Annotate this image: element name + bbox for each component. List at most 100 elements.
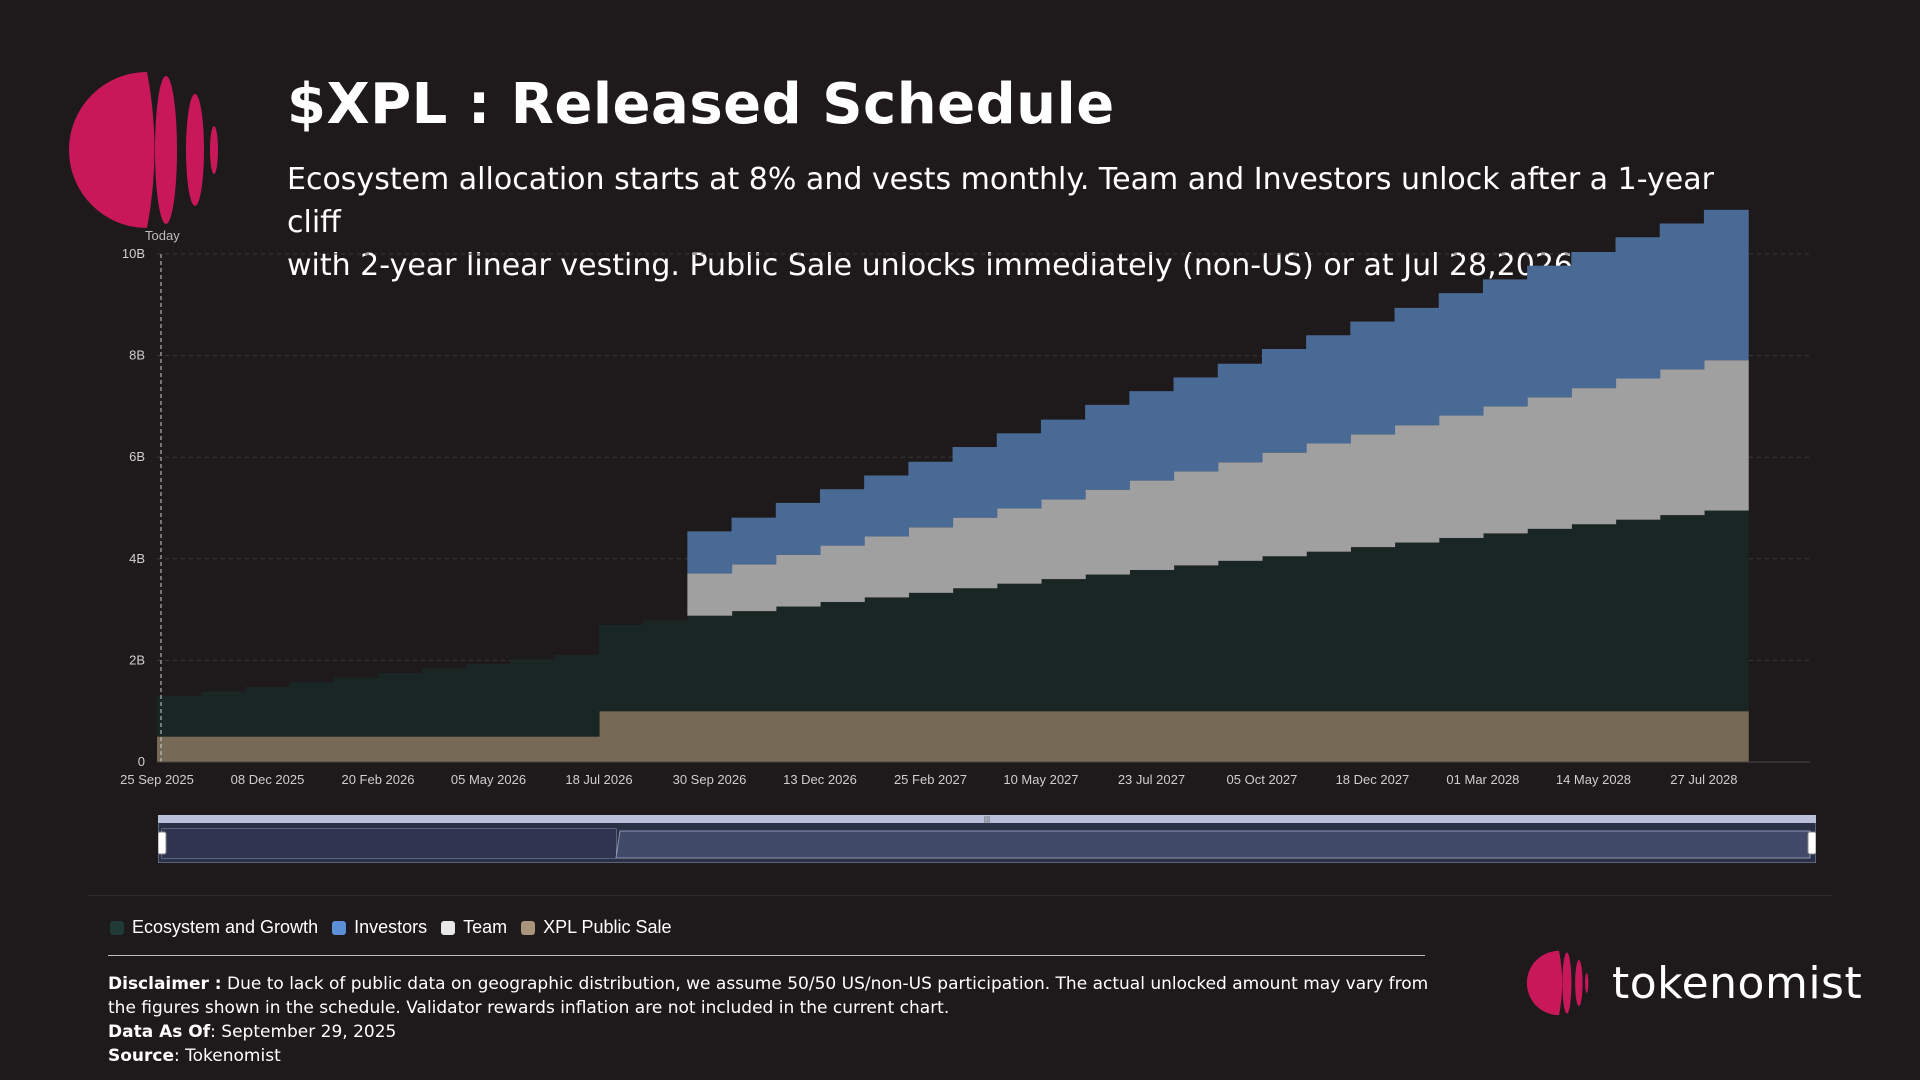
area-step-xpl-public-sale	[422, 736, 467, 762]
area-step-xpl-public-sale	[1217, 711, 1263, 762]
legend-item-investors[interactable]: Investors	[332, 917, 427, 938]
disclaimer: Disclaimer : Due to lack of public data …	[108, 972, 1438, 1020]
area-step-team	[819, 545, 865, 602]
legend-label-ecosystem: Ecosystem and Growth	[132, 917, 319, 937]
area-step-ecosystem-and-growth	[1438, 537, 1484, 712]
area-step-ecosystem-and-growth	[157, 695, 202, 737]
area-step-xpl-public-sale	[1261, 711, 1307, 762]
area-step-xpl-public-sale	[466, 736, 512, 762]
range-navigator[interactable]: |||	[158, 815, 1816, 863]
area-step-team	[864, 536, 909, 598]
area-step-team	[996, 508, 1042, 584]
area-step-ecosystem-and-growth	[1040, 579, 1086, 712]
tokenomist-brand-icon	[1526, 950, 1589, 1016]
navigator-scrollbar[interactable]	[158, 815, 1816, 823]
x-tick-label: 25 Sep 2025	[120, 772, 194, 787]
legend-label-investors: Investors	[354, 917, 428, 937]
area-step-team	[1527, 397, 1572, 529]
area-step-team	[1261, 452, 1307, 557]
area-step-ecosystem-and-growth	[1527, 528, 1572, 712]
area-step-team	[1703, 360, 1749, 511]
area-step-ecosystem-and-growth	[1394, 542, 1440, 712]
area-step-xpl-public-sale	[643, 711, 688, 762]
area-step-xpl-public-sale	[157, 736, 202, 762]
x-tick-label: 14 May 2028	[1556, 772, 1631, 787]
legend-label-public-sale: XPL Public Sale	[543, 917, 672, 937]
area-step-ecosystem-and-growth	[554, 654, 600, 737]
axis-layer: 0 2B 4B 6B 8B 10B 25 Sep 2025 08 Dec 2025 20 Feb…	[120, 246, 1810, 787]
x-tick-label: 25 Feb 2027	[894, 772, 967, 787]
y-tick-label: 4B	[129, 551, 145, 566]
area-step-ecosystem-and-growth	[908, 592, 954, 712]
area-step-xpl-public-sale	[864, 711, 909, 762]
y-tick-label: 6B	[129, 449, 145, 464]
area-step-xpl-public-sale	[1306, 711, 1351, 762]
area-step-team	[687, 573, 733, 616]
x-tick-label: 08 Dec 2025	[231, 772, 305, 787]
area-step-ecosystem-and-growth	[333, 677, 379, 737]
area-step-team	[908, 527, 954, 593]
navigator-left-handle[interactable]	[158, 831, 167, 855]
legend-item-team[interactable]: Team	[441, 917, 507, 938]
x-tick-label: 05 May 2026	[451, 772, 526, 787]
page-subtitle: Ecosystem allocation starts at 8% and ve…	[287, 158, 1757, 287]
area-step-investors	[864, 475, 909, 537]
area-step-investors	[1129, 391, 1175, 481]
area-step-team	[1040, 499, 1086, 580]
area-step-team	[775, 554, 821, 607]
area-step-xpl-public-sale	[1394, 711, 1440, 762]
x-tick-label: 23 Jul 2027	[1118, 772, 1185, 787]
y-tick-label: 0	[138, 754, 145, 769]
area-step-xpl-public-sale	[1571, 711, 1617, 762]
legend-item-public-sale[interactable]: XPL Public Sale	[521, 917, 672, 938]
navigator-right-handle[interactable]	[1807, 831, 1816, 855]
area-step-ecosystem-and-growth	[1571, 524, 1617, 712]
area-step-xpl-public-sale	[554, 736, 600, 762]
area-step-team	[1659, 369, 1705, 516]
legend-swatch-public-sale	[521, 920, 536, 935]
x-tick-label: 30 Sep 2026	[673, 772, 747, 787]
area-step-team	[1306, 443, 1351, 552]
area-step-ecosystem-and-growth	[1615, 519, 1661, 712]
area-step-ecosystem-and-growth	[643, 620, 688, 712]
area-step-investors	[1438, 293, 1484, 416]
area-step-investors	[1306, 335, 1351, 444]
area-step-xpl-public-sale	[996, 711, 1042, 762]
area-step-xpl-public-sale	[1040, 711, 1086, 762]
area-step-xpl-public-sale	[687, 711, 733, 762]
area-step-investors	[1261, 348, 1307, 453]
area-step-investors	[1085, 404, 1130, 490]
area-step-ecosystem-and-growth	[1350, 547, 1396, 712]
area-step-team	[1217, 462, 1263, 561]
area-step-xpl-public-sale	[1482, 711, 1528, 762]
area-step-ecosystem-and-growth	[819, 601, 865, 712]
area-step-team	[1482, 406, 1528, 534]
area-layer	[157, 209, 1749, 762]
area-step-ecosystem-and-growth	[1659, 515, 1705, 712]
y-tick-label: 10B	[122, 246, 145, 261]
area-step-investors	[1571, 251, 1617, 389]
source-label: Source	[108, 1046, 175, 1066]
brand-block: tokenomist	[1524, 950, 1862, 1016]
area-step-team	[952, 517, 998, 589]
legend-item-ecosystem[interactable]: Ecosystem and Growth	[110, 917, 318, 938]
x-tick-label: 27 Jul 2028	[1670, 772, 1737, 787]
area-step-xpl-public-sale	[1129, 711, 1175, 762]
area-step-ecosystem-and-growth	[1306, 551, 1351, 712]
area-step-ecosystem-and-growth	[775, 606, 821, 712]
area-step-investors	[1217, 363, 1263, 463]
area-step-team	[1438, 415, 1484, 538]
svg-text:|||: |||	[984, 815, 990, 824]
area-step-xpl-public-sale	[377, 736, 423, 762]
disclaimer-text: Due to lack of public data on geographic…	[108, 974, 1429, 1018]
area-step-investors	[952, 447, 998, 518]
area-step-investors	[1173, 377, 1219, 472]
area-step-team	[1571, 388, 1617, 525]
area-step-ecosystem-and-growth	[201, 691, 246, 737]
subtitle-line-1: Ecosystem allocation starts at 8% and ve…	[287, 162, 1714, 240]
area-step-xpl-public-sale	[598, 711, 644, 762]
area-step-xpl-public-sale	[908, 711, 954, 762]
area-step-ecosystem-and-growth	[1482, 533, 1528, 712]
x-tick-label: 05 Oct 2027	[1227, 772, 1298, 787]
area-step-investors	[687, 531, 733, 574]
